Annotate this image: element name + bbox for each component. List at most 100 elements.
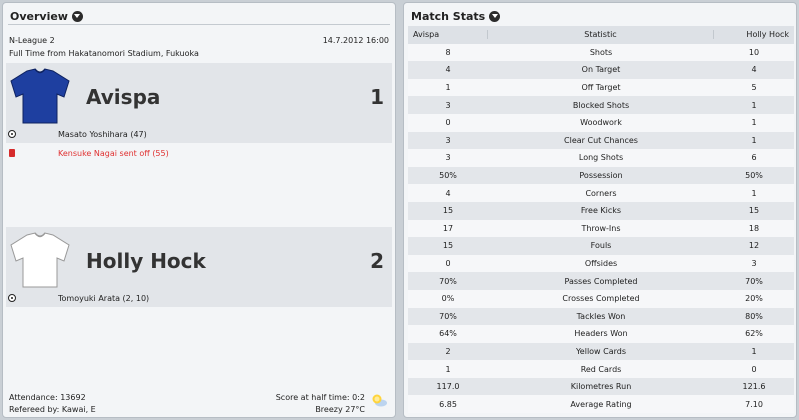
stat-away-value: 70% xyxy=(745,276,763,286)
attendance: Attendance: 13692 xyxy=(9,393,86,402)
stat-home-value: 3 xyxy=(445,100,451,110)
stat-home-value: 8 xyxy=(445,47,451,57)
stat-label: Off Target xyxy=(581,83,621,93)
stat-label: Kilometres Run xyxy=(570,382,632,392)
stats-row: 1 Red Cards 0 xyxy=(408,360,794,378)
goal-event-text[interactable]: Masato Yoshihara (47) xyxy=(58,129,147,139)
stats-row: 4 On Target 4 xyxy=(408,61,794,79)
stats-header-row: Avispa Statistic Holly Hock xyxy=(408,26,794,44)
stats-row: 0% Crosses Completed 20% xyxy=(408,289,794,308)
league-name: N-League 2 xyxy=(9,36,55,45)
stat-away-value: 3 xyxy=(751,259,757,269)
stat-home-value: 15 xyxy=(442,241,454,251)
away-team-name[interactable]: Holly Hock xyxy=(86,249,206,273)
stat-home-value: 70% xyxy=(439,276,457,286)
stat-label: Long Shots xyxy=(578,153,624,163)
column-header-home[interactable]: Avispa xyxy=(408,30,488,40)
referee[interactable]: Refereed by: Kawai, E xyxy=(9,405,96,414)
stat-away-value: 4 xyxy=(751,65,757,75)
stats-row: 64% Headers Won 62% xyxy=(408,325,794,343)
stat-label: Average Rating xyxy=(570,399,632,409)
stats-row: 2 Yellow Cards 1 xyxy=(408,342,794,361)
stat-label: Fouls xyxy=(590,241,612,251)
stat-label: Free Kicks xyxy=(580,206,622,216)
stats-row: 17 Throw-Ins 18 xyxy=(408,219,794,238)
stat-home-value: 4 xyxy=(445,188,451,198)
stat-label: Crosses Completed xyxy=(562,294,640,304)
away-shirt-icon xyxy=(10,232,70,288)
stats-row: 15 Free Kicks 15 xyxy=(408,201,794,220)
stat-away-value: 80% xyxy=(745,311,763,321)
stat-home-value: 3 xyxy=(445,153,451,163)
chevron-down-icon[interactable] xyxy=(71,10,83,22)
stat-label: Woodwork xyxy=(580,118,622,128)
header-divider xyxy=(8,24,390,25)
stat-away-value: 0 xyxy=(751,364,757,374)
stat-home-value: 1 xyxy=(445,364,451,374)
stat-home-value: 17 xyxy=(442,223,454,233)
stats-row: 3 Blocked Shots 1 xyxy=(408,96,794,114)
chevron-down-icon[interactable] xyxy=(489,10,501,22)
venue-text: Full Time from Hakatanomori Stadium, Fuk… xyxy=(9,49,199,58)
stats-row: 70% Tackles Won 80% xyxy=(408,307,794,326)
stat-label: Blocked Shots xyxy=(572,100,630,110)
overview-panel: Overview N-League 2 14.7.2012 16:00 Full… xyxy=(2,2,396,418)
stat-home-value: 0 xyxy=(445,118,451,128)
stats-row: 0 Offsides 3 xyxy=(408,254,794,273)
stat-label: Red Cards xyxy=(580,364,622,374)
stats-row: 3 Long Shots 6 xyxy=(408,149,794,167)
goal-ball-icon xyxy=(8,130,16,138)
stats-table: Avispa Statistic Holly Hock 8 Shots 1 0 4 On … xyxy=(408,26,794,414)
stat-home-value: 15 xyxy=(442,206,454,216)
match-stats-title: Match Stats xyxy=(411,9,486,23)
stat-home-value: 1 xyxy=(445,83,451,93)
home-shirt-icon xyxy=(10,68,70,124)
goal-ball-icon xyxy=(8,294,16,302)
stat-away-value: 1 xyxy=(751,135,757,145)
stat-home-value: 117.0 xyxy=(436,382,460,392)
stat-label: Offsides xyxy=(584,259,618,269)
weather-text: Breezy 27°C xyxy=(315,405,365,414)
stats-row: 50% Possession 50% xyxy=(408,166,794,185)
stats-row: 4 Corners 1 xyxy=(408,184,794,202)
stat-away-value: 1 xyxy=(751,188,757,198)
stat-away-value: 5 xyxy=(751,83,757,93)
stats-row: 15 Fouls 12 xyxy=(408,237,794,255)
stat-home-value: 64% xyxy=(439,329,457,339)
match-stats-header[interactable]: Match Stats xyxy=(411,8,501,24)
stat-away-value: 1 xyxy=(751,118,757,128)
stat-away-value: 12 xyxy=(748,241,760,251)
stat-label: Tackles Won xyxy=(576,311,626,321)
away-goal-event: Tomoyuki Arata (2, 10) xyxy=(8,291,390,305)
stat-home-value: 2 xyxy=(445,346,451,356)
home-team-score: 1 xyxy=(370,85,384,109)
sun-weather-icon xyxy=(372,394,387,407)
stat-away-value: 62% xyxy=(745,329,763,339)
stats-row: 1 Off Target 5 xyxy=(408,78,794,97)
goal-event-text[interactable]: Tomoyuki Arata (2, 10) xyxy=(58,293,150,303)
stats-row: 3 Clear Cut Chances 1 xyxy=(408,131,794,150)
match-date: 14.7.2012 16:00 xyxy=(322,36,389,45)
stat-away-value: 50% xyxy=(745,171,763,181)
overview-header[interactable]: Overview xyxy=(10,8,83,24)
stat-label: On Target xyxy=(581,65,621,75)
red-card-event-text[interactable]: Kensuke Nagai sent off (55) xyxy=(58,148,169,158)
overview-title: Overview xyxy=(10,9,68,23)
home-team-name[interactable]: Avispa xyxy=(86,85,161,109)
stat-home-value: 6.85 xyxy=(439,399,457,409)
stat-label: Corners xyxy=(585,188,617,198)
home-red-card-event: Kensuke Nagai sent off (55) xyxy=(8,146,390,160)
stat-label: Headers Won xyxy=(574,329,628,339)
stat-away-value: 6 xyxy=(751,153,757,163)
column-header-statistic[interactable]: Statistic xyxy=(488,30,714,40)
stat-label: Shots xyxy=(589,47,613,57)
stat-label: Throw-Ins xyxy=(581,223,621,233)
stat-home-value: 0% xyxy=(441,294,455,304)
stat-away-value: 121.6 xyxy=(742,382,766,392)
stat-label: Passes Completed xyxy=(564,276,638,286)
stat-away-value: 1 xyxy=(751,346,757,356)
stat-home-value: 70% xyxy=(439,311,457,321)
home-goal-event: Masato Yoshihara (47) xyxy=(8,127,390,141)
column-header-away[interactable]: Holly Hock xyxy=(746,30,789,40)
away-team-score: 2 xyxy=(370,249,384,273)
